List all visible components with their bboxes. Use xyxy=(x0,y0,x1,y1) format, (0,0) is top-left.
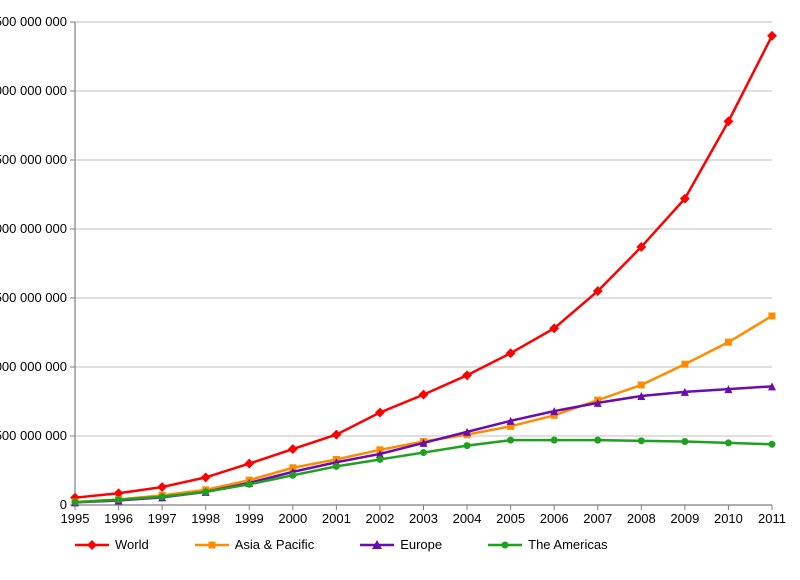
svg-text:3 500 000 000: 3 500 000 000 xyxy=(0,14,67,29)
legend-label: World xyxy=(115,537,149,552)
legend-item-europe: Europe xyxy=(360,537,442,552)
legend-item-asia: Asia & Pacific xyxy=(195,537,314,552)
legend-label: The Americas xyxy=(528,537,607,552)
svg-text:2009: 2009 xyxy=(670,511,699,526)
svg-text:2004: 2004 xyxy=(453,511,482,526)
svg-text:500 000 000: 500 000 000 xyxy=(0,428,67,443)
svg-text:2 500 000 000: 2 500 000 000 xyxy=(0,152,67,167)
legend-label: Europe xyxy=(400,537,442,552)
svg-text:3 000 000 000: 3 000 000 000 xyxy=(0,83,67,98)
svg-text:2000: 2000 xyxy=(278,511,307,526)
svg-text:1 500 000 000: 1 500 000 000 xyxy=(0,290,67,305)
svg-text:1997: 1997 xyxy=(148,511,177,526)
svg-text:1999: 1999 xyxy=(235,511,264,526)
svg-text:0: 0 xyxy=(60,497,67,512)
svg-text:2003: 2003 xyxy=(409,511,438,526)
legend: World Asia & Pacific Europe The Americas xyxy=(75,537,608,552)
svg-text:2005: 2005 xyxy=(496,511,525,526)
legend-item-world: World xyxy=(75,537,149,552)
svg-text:2010: 2010 xyxy=(714,511,743,526)
line-chart: 0 500 000 000 1 000 000 000 1 500 000 000 2 … xyxy=(0,0,800,580)
svg-text:1995: 1995 xyxy=(61,511,90,526)
svg-text:2006: 2006 xyxy=(540,511,569,526)
svg-text:2007: 2007 xyxy=(583,511,612,526)
legend-item-americas: The Americas xyxy=(488,537,607,552)
svg-text:1996: 1996 xyxy=(104,511,133,526)
svg-text:2011: 2011 xyxy=(758,511,786,526)
svg-text:2008: 2008 xyxy=(627,511,656,526)
svg-text:2002: 2002 xyxy=(365,511,394,526)
svg-text:2001: 2001 xyxy=(322,511,351,526)
svg-text:1 000 000 000: 1 000 000 000 xyxy=(0,359,67,374)
svg-text:1998: 1998 xyxy=(191,511,220,526)
svg-text:2 000 000 000: 2 000 000 000 xyxy=(0,221,67,236)
legend-label: Asia & Pacific xyxy=(235,537,314,552)
